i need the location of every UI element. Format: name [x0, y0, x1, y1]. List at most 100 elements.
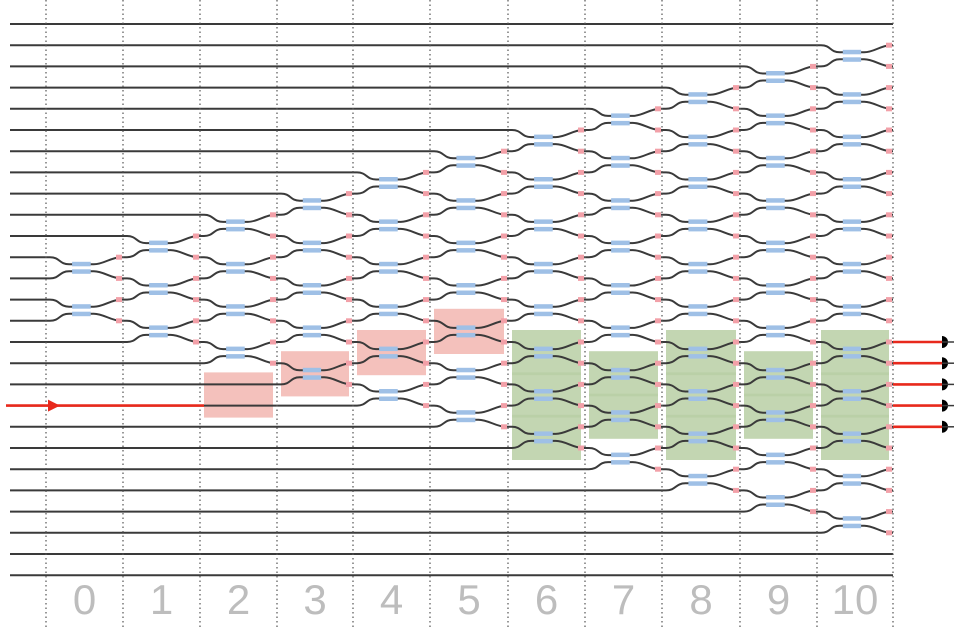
- output-marker: [655, 424, 661, 430]
- output-marker: [270, 297, 276, 303]
- phase-shifter: [688, 438, 708, 444]
- phase-shifter: [766, 155, 785, 161]
- phase-shifter: [534, 134, 553, 140]
- directional-coupler: [820, 127, 892, 154]
- phase-shifter: [688, 142, 708, 147]
- output-marker: [655, 381, 661, 387]
- output-marker: [578, 381, 584, 387]
- output-marker: [810, 106, 816, 112]
- output-marker: [116, 318, 122, 324]
- directional-coupler: [820, 339, 892, 366]
- output-marker: [886, 339, 892, 345]
- output-marker: [886, 530, 892, 536]
- phase-shifter: [842, 184, 862, 189]
- phase-shifter: [688, 311, 708, 317]
- directional-coupler: [743, 275, 816, 303]
- output-marker: [501, 339, 507, 345]
- output-marker: [578, 318, 584, 324]
- directional-coupler: [49, 297, 122, 324]
- directional-coupler: [820, 297, 892, 324]
- output-marker: [810, 487, 816, 493]
- phase-shifter: [456, 283, 476, 288]
- phase-shifter: [149, 325, 168, 330]
- phase-shifter: [766, 495, 785, 500]
- directional-coupler: [511, 169, 584, 197]
- directional-coupler: [203, 254, 276, 281]
- output-marker: [810, 275, 816, 281]
- directional-coupler: [665, 169, 739, 197]
- phase-shifter: [766, 240, 785, 246]
- output-marker: [346, 212, 352, 218]
- directional-coupler: [665, 254, 739, 281]
- phase-shifter: [688, 226, 708, 232]
- phase-shifter: [456, 417, 476, 423]
- phase-shifter: [766, 290, 785, 295]
- output-marker: [346, 381, 352, 387]
- directional-coupler: [743, 403, 816, 430]
- output-marker: [733, 169, 739, 175]
- directional-coupler: [665, 466, 739, 493]
- output-marker: [423, 212, 429, 218]
- directional-coupler: [743, 191, 816, 218]
- output-marker: [116, 297, 122, 303]
- output-marker: [886, 424, 892, 430]
- output-marker: [346, 254, 352, 260]
- output-marker: [423, 403, 429, 409]
- output-marker: [886, 254, 892, 260]
- output-marker: [733, 191, 739, 197]
- phase-shifter: [842, 92, 862, 97]
- step-label: 10: [832, 576, 879, 623]
- output-marker: [733, 127, 739, 133]
- directional-coupler: [433, 275, 507, 303]
- step-label: 7: [612, 576, 635, 623]
- directional-coupler: [743, 360, 816, 387]
- output-marker: [501, 191, 507, 197]
- output-marker: [270, 275, 276, 281]
- directional-coupler: [511, 254, 584, 281]
- phase-shifter: [842, 269, 862, 274]
- output-marker: [655, 169, 661, 175]
- phase-shifter: [456, 248, 476, 253]
- phase-shifter: [688, 134, 708, 140]
- output-marker: [733, 148, 739, 154]
- directional-coupler: [511, 424, 584, 451]
- highlight-layer: [204, 308, 889, 460]
- output-marker: [655, 254, 661, 260]
- phase-shifter: [456, 290, 476, 295]
- directional-coupler: [356, 297, 429, 324]
- phase-shifter: [688, 473, 708, 479]
- phase-shifter: [842, 177, 862, 182]
- directional-coupler: [433, 148, 507, 175]
- output-marker: [886, 381, 892, 387]
- output-marker: [810, 318, 816, 324]
- output-marker: [810, 381, 816, 387]
- output-marker: [193, 318, 199, 324]
- phase-shifter: [766, 367, 785, 373]
- output-marker: [733, 233, 739, 239]
- output-marker: [346, 360, 352, 366]
- directional-coupler: [743, 148, 816, 175]
- phase-shifter: [842, 57, 862, 62]
- directional-coupler: [356, 381, 429, 409]
- phase-shifter: [226, 311, 245, 317]
- input-arrow: [48, 399, 60, 412]
- output-coupler-highlight: [589, 393, 658, 439]
- directional-coupler: [280, 318, 352, 345]
- phase-shifter: [72, 269, 91, 274]
- output-marker: [116, 254, 122, 260]
- directional-coupler: [511, 339, 584, 366]
- output-marker: [423, 254, 429, 260]
- phase-shifter: [534, 304, 553, 309]
- step-label: 1: [150, 576, 173, 623]
- output-marker: [501, 360, 507, 366]
- output-marker: [346, 297, 352, 303]
- output-marker: [810, 254, 816, 260]
- step-label: 4: [380, 576, 403, 623]
- directional-coupler: [511, 381, 584, 409]
- directional-coupler: [280, 360, 352, 387]
- step-label: 5: [457, 576, 480, 623]
- output-marker: [810, 191, 816, 197]
- output-marker: [886, 191, 892, 197]
- phase-shifter: [688, 396, 708, 401]
